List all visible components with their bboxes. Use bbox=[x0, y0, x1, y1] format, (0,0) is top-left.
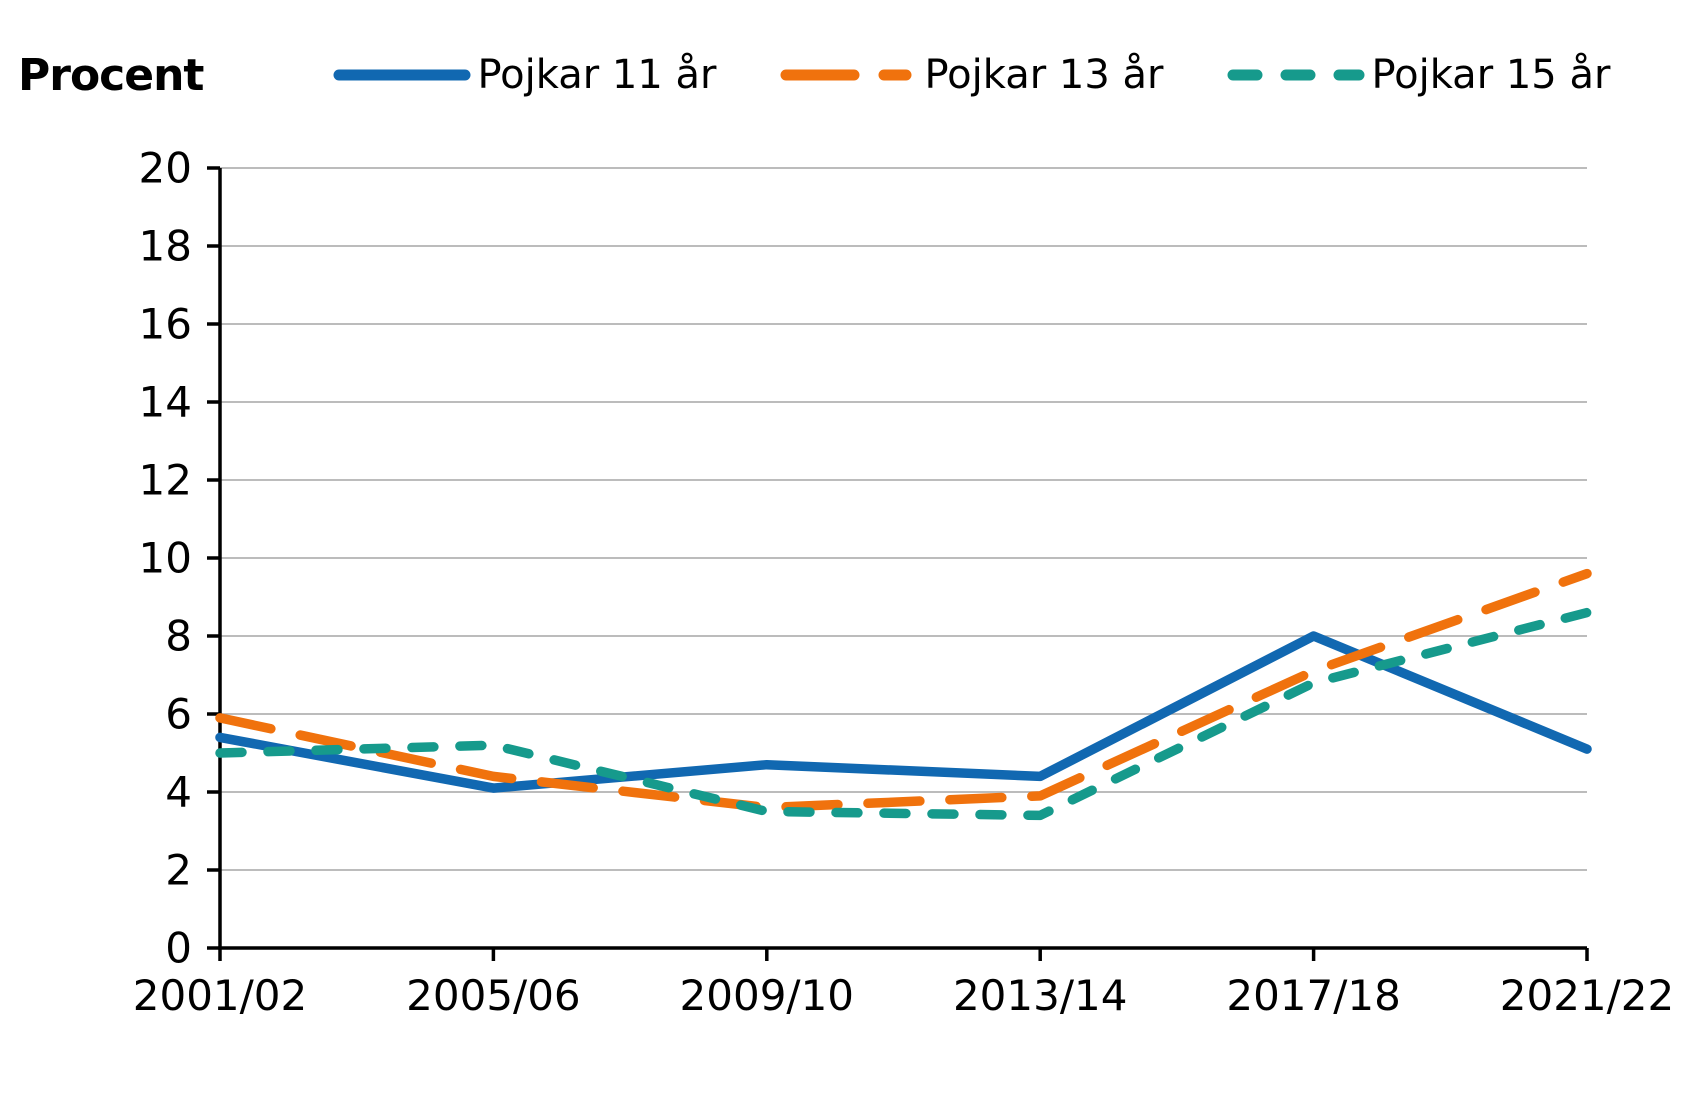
y-tick-label: 20 bbox=[139, 144, 192, 193]
legend: Pojkar 11 år Pojkar 13 år Pojkar 15 år bbox=[333, 52, 1610, 98]
legend-item-pojkar-11-ar: Pojkar 11 år bbox=[333, 52, 716, 98]
legend-item-pojkar-13-ar: Pojkar 13 år bbox=[780, 52, 1163, 98]
y-tick-label: 8 bbox=[165, 612, 192, 661]
x-tick-label: 2001/02 bbox=[133, 971, 307, 1020]
y-axis-title: Procent bbox=[18, 49, 204, 101]
legend-swatch-line bbox=[1227, 69, 1365, 81]
x-tick-label: 2009/10 bbox=[680, 971, 854, 1020]
series-line-pojkar-15-ar bbox=[215, 607, 1592, 821]
y-tick-label: 0 bbox=[165, 924, 192, 973]
series-line-pojkar-13-ar bbox=[215, 568, 1592, 813]
y-tick-label: 10 bbox=[139, 534, 192, 583]
y-tick-label: 2 bbox=[165, 846, 192, 895]
y-tick-label: 12 bbox=[139, 456, 192, 505]
legend-label: Pojkar 13 år bbox=[924, 52, 1164, 98]
chart-header: Procent Pojkar 11 år Pojkar 13 år Pojkar… bbox=[18, 40, 1680, 110]
x-tick-label: 2005/06 bbox=[406, 971, 580, 1020]
x-tick-label: 2021/22 bbox=[1500, 971, 1674, 1020]
x-tick-label: 2013/14 bbox=[953, 971, 1127, 1020]
y-tick-label: 14 bbox=[139, 378, 192, 427]
x-tick-label: 2017/18 bbox=[1226, 971, 1400, 1020]
legend-swatch-line bbox=[333, 69, 471, 81]
y-tick-label: 6 bbox=[165, 690, 192, 739]
y-tick-label: 4 bbox=[165, 768, 192, 817]
y-tick-label: 16 bbox=[139, 300, 192, 349]
legend-item-pojkar-15-ar: Pojkar 15 år bbox=[1227, 52, 1610, 98]
legend-label: Pojkar 11 år bbox=[477, 52, 717, 98]
legend-swatch-line bbox=[780, 69, 918, 81]
legend-label: Pojkar 15 år bbox=[1371, 52, 1611, 98]
y-tick-label: 18 bbox=[139, 222, 192, 271]
